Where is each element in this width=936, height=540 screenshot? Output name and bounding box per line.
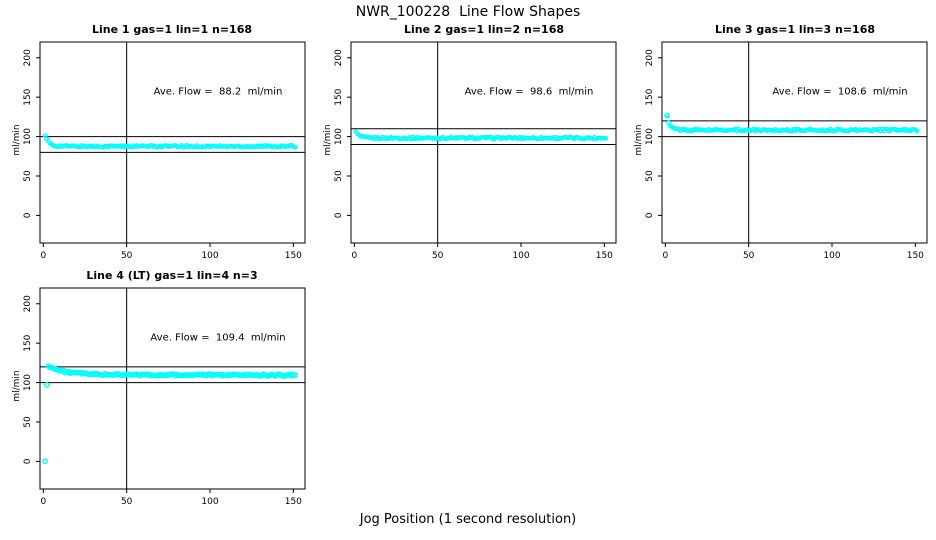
y-tick-label: 100 bbox=[334, 128, 344, 145]
x-tick-label: 50 bbox=[432, 251, 444, 261]
y-tick-label: 100 bbox=[23, 128, 33, 145]
y-tick-label: 150 bbox=[23, 88, 33, 105]
x-tick-label: 150 bbox=[285, 497, 302, 507]
y-tick-label: 100 bbox=[23, 374, 33, 391]
outlier-point bbox=[664, 112, 670, 119]
y-tick-label: 50 bbox=[334, 170, 344, 182]
x-tick-label: 0 bbox=[40, 497, 46, 507]
data-point bbox=[292, 372, 298, 379]
plot-box bbox=[39, 41, 306, 244]
y-tick-label: 200 bbox=[23, 295, 33, 312]
y-tick-label: 200 bbox=[645, 49, 655, 66]
x-tick-label: 0 bbox=[40, 251, 46, 261]
data-point bbox=[882, 126, 888, 132]
x-axis-label: Jog Position (1 second resolution) bbox=[359, 512, 577, 527]
x-tick-label: 50 bbox=[121, 251, 133, 261]
x-tick-label: 50 bbox=[743, 251, 755, 261]
y-axis-label-line-3: ml/min bbox=[634, 124, 644, 156]
figure-title: NWR_100228 Line Flow Shapes bbox=[355, 4, 581, 20]
y-axis-label-line-1: ml/min bbox=[12, 124, 22, 156]
x-tick-label: 0 bbox=[351, 251, 357, 261]
y-tick-label: 50 bbox=[645, 170, 655, 182]
avg-flow-annotation-line-3: Ave. Flow = 108.6 ml/min bbox=[772, 86, 908, 98]
data-point bbox=[666, 120, 672, 126]
y-tick-label: 50 bbox=[23, 170, 33, 182]
plot-box bbox=[350, 41, 617, 244]
y-tick-label: 50 bbox=[23, 416, 33, 428]
outlier-point bbox=[42, 458, 48, 465]
y-tick-label: 150 bbox=[645, 88, 655, 105]
panel-title-line-3: Line 3 gas=1 lin=3 n=168 bbox=[714, 23, 876, 36]
plot-box bbox=[661, 41, 928, 244]
data-point bbox=[292, 144, 298, 150]
x-tick-label: 150 bbox=[596, 251, 613, 261]
x-tick-label: 100 bbox=[512, 251, 529, 261]
y-tick-label: 0 bbox=[645, 212, 655, 218]
x-tick-label: 150 bbox=[907, 251, 924, 261]
y-tick-label: 200 bbox=[334, 49, 344, 66]
y-tick-label: 200 bbox=[23, 49, 33, 66]
panel-title-line-4: Line 4 (LT) gas=1 lin=4 n=3 bbox=[86, 269, 258, 282]
y-axis-label-line-4: ml/min bbox=[12, 370, 22, 402]
y-tick-label: 0 bbox=[23, 458, 33, 464]
y-tick-label: 100 bbox=[645, 128, 655, 145]
y-tick-label: 0 bbox=[23, 212, 33, 218]
panel-title-line-1: Line 1 gas=1 lin=1 n=168 bbox=[91, 23, 253, 36]
avg-flow-annotation-line-4: Ave. Flow = 109.4 ml/min bbox=[150, 332, 286, 344]
x-tick-label: 150 bbox=[285, 251, 302, 261]
plot-box bbox=[39, 287, 306, 490]
avg-flow-annotation-line-2: Ave. Flow = 98.6 ml/min bbox=[464, 86, 594, 98]
x-tick-label: 100 bbox=[823, 251, 840, 261]
x-tick-label: 100 bbox=[201, 497, 218, 507]
outlier-point bbox=[43, 382, 50, 388]
y-tick-label: 150 bbox=[23, 334, 33, 351]
data-point bbox=[42, 133, 48, 138]
x-tick-label: 50 bbox=[121, 497, 133, 507]
panel-title-line-2: Line 2 gas=1 lin=2 n=168 bbox=[403, 23, 565, 36]
x-tick-label: 0 bbox=[662, 251, 668, 261]
data-point bbox=[603, 135, 609, 141]
avg-flow-annotation-line-1: Ave. Flow = 88.2 ml/min bbox=[153, 86, 283, 98]
x-tick-label: 100 bbox=[201, 251, 218, 261]
y-tick-label: 150 bbox=[334, 88, 344, 105]
y-axis-label-line-2: ml/min bbox=[323, 124, 333, 156]
y-tick-label: 0 bbox=[334, 212, 344, 218]
data-point bbox=[601, 135, 607, 141]
data-point bbox=[914, 128, 920, 134]
